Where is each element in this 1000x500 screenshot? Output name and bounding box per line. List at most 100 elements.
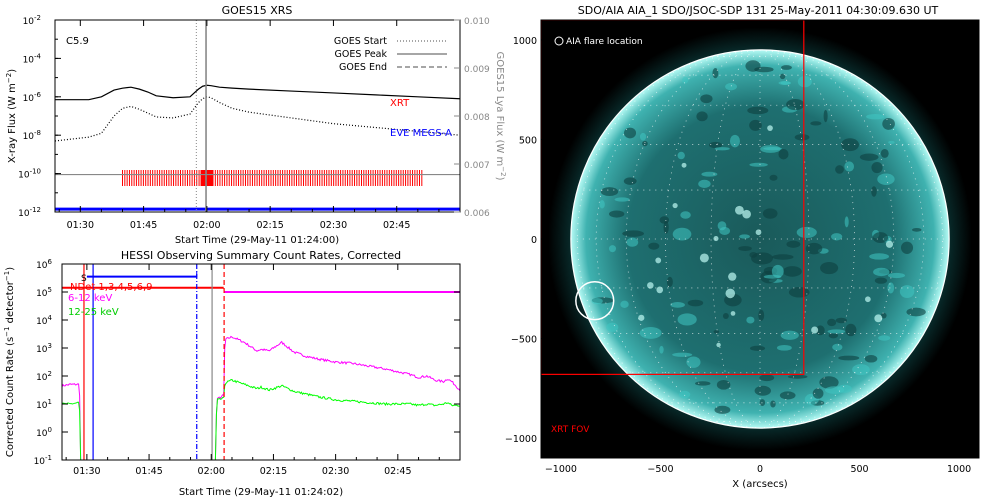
- solar-texture-blob: [725, 83, 737, 91]
- goes-xrt-label: XRT: [390, 98, 410, 109]
- hessi-xlabel: Start Time (29-May-11 01:24:02): [179, 487, 343, 498]
- goes-y-tick-label: 10-10: [18, 168, 41, 181]
- solar-texture-blob: [738, 246, 752, 252]
- solar-texture-blob: [873, 267, 890, 277]
- solar-bright-point: [672, 202, 678, 209]
- solar-texture-blob: [680, 211, 691, 219]
- solar-texture-blob: [754, 385, 771, 396]
- solar-texture-blob: [899, 285, 915, 298]
- solar-texture-blob: [770, 400, 776, 408]
- aia-title: SDO/AIA AIA_1 SDO/JSOC-SDP 131 25-May-20…: [578, 4, 939, 17]
- hessi-plot-frame: [61, 263, 461, 461]
- aia-y-tick-label: −500: [511, 335, 537, 346]
- solar-texture-blob: [786, 240, 801, 248]
- solar-texture-blob: [623, 127, 637, 139]
- solar-texture-blob: [906, 307, 926, 317]
- solar-limb: [570, 49, 950, 429]
- hessi-title: HESSI Observing Summary Count Rates, Cor…: [121, 249, 401, 262]
- solar-texture-blob: [819, 376, 839, 389]
- solar-texture-blob: [845, 323, 857, 337]
- aia-y-tick-label: 500: [519, 135, 537, 146]
- hessi-series-12-25-kev: [62, 379, 460, 460]
- solar-texture-blob: [872, 232, 889, 244]
- solar-bright-point: [655, 257, 662, 264]
- hessi-x-tick-label: 02:00: [198, 466, 225, 477]
- grid-longitude-line: [595, 49, 761, 429]
- solar-bright-point: [874, 314, 883, 323]
- goes-y-right-tick-label: 0.009: [464, 65, 490, 75]
- solar-texture-blob: [696, 111, 708, 122]
- solar-bright-point: [755, 229, 762, 236]
- goes-legend-label: GOES Peak: [335, 49, 388, 60]
- solar-texture-blob: [758, 309, 765, 321]
- solar-texture-blob: [622, 230, 644, 237]
- solar-bright-point: [638, 314, 645, 321]
- solar-texture-blob: [606, 322, 619, 332]
- solar-texture-blob: [677, 151, 685, 160]
- goes-ylabel-left: X-ray Flux (W m−2): [5, 69, 18, 163]
- hessi-x-tick-label: 01:45: [135, 466, 162, 477]
- solar-texture-blob: [700, 94, 713, 104]
- hessi-y-tick-label: 106: [36, 258, 52, 271]
- solar-texture-blob: [672, 352, 693, 357]
- goes-y-tick-label: 10-12: [18, 206, 41, 219]
- xrt-fov-box: [541, 20, 805, 375]
- goes-class-label: C5.9: [66, 36, 89, 47]
- solar-texture-blob: [815, 325, 825, 336]
- solar-bright-point: [767, 125, 773, 131]
- hessi-ndet-label: NDet 1,3,4,5,6,9: [70, 282, 153, 293]
- solar-texture-blob: [648, 242, 660, 250]
- hessi-6-12-label: 6-12 keV: [68, 293, 112, 304]
- solar-texture-blob: [722, 312, 729, 320]
- hessi-y-tick-label: 103: [36, 342, 52, 355]
- solar-bright-point: [885, 240, 894, 248]
- solar-texture-blob: [682, 76, 689, 84]
- heliographic-grid: [570, 49, 950, 429]
- solar-texture-blob: [769, 174, 778, 181]
- solar-texture-blob: [835, 165, 844, 174]
- solar-texture-blob: [787, 374, 808, 379]
- solar-texture-blob: [835, 317, 848, 324]
- solar-bright-point: [713, 236, 719, 242]
- solar-texture-blob: [686, 356, 701, 368]
- grid-longitude-line: [759, 49, 895, 429]
- goes-x-tick-label: 01:30: [67, 220, 94, 231]
- solar-texture-blob: [824, 386, 845, 394]
- solar-texture-blob: [771, 264, 784, 278]
- solar-texture-blob: [871, 161, 883, 174]
- solar-texture-blob: [639, 327, 662, 339]
- solar-texture-blob: [698, 179, 711, 189]
- solar-texture-blob: [713, 330, 720, 334]
- goes-y-right-tick-label: 0.007: [464, 161, 490, 171]
- solar-bright-point: [735, 205, 744, 215]
- solar-bright-point: [742, 209, 751, 219]
- solar-texture-blob: [782, 266, 802, 277]
- aia-xlabel: X (arcsecs): [732, 479, 788, 490]
- solar-texture-blob: [779, 391, 796, 400]
- solar-disk: [570, 49, 950, 429]
- goes-y-tick-label: 10-6: [23, 91, 42, 104]
- solar-texture-blob: [841, 138, 860, 152]
- goes-series-xrt: [55, 84, 460, 101]
- solar-texture-blob: [608, 245, 617, 253]
- aia-y-tick-label: 1000: [513, 36, 537, 47]
- hessi-x-tick-label: 01:30: [73, 466, 100, 477]
- solar-texture-blob: [874, 277, 888, 284]
- flare-location-marker: [575, 281, 615, 321]
- hessi-y-tick-label: 101: [36, 398, 52, 411]
- solar-texture-blob: [599, 200, 605, 209]
- grid-longitude-line: [759, 49, 855, 429]
- solar-texture-blob: [708, 141, 723, 149]
- solar-texture-blob: [712, 67, 719, 79]
- goes-x-tick-label: 02:45: [383, 220, 410, 231]
- solar-texture-blob: [859, 153, 879, 161]
- hessi-x-tick-label: 02:45: [384, 466, 411, 477]
- solar-texture-blob: [759, 374, 775, 382]
- solar-texture-blob: [772, 254, 794, 260]
- solar-texture-blob: [838, 355, 860, 361]
- solar-texture-blob: [626, 237, 639, 247]
- solar-texture-blob: [788, 287, 810, 298]
- hessi-y-tick-label: 102: [36, 370, 52, 383]
- aia-image-panel: SDO/AIA AIA_1 SDO/JSOC-SDP 131 25-May-20…: [505, 4, 980, 490]
- solar-texture-blob: [672, 227, 692, 241]
